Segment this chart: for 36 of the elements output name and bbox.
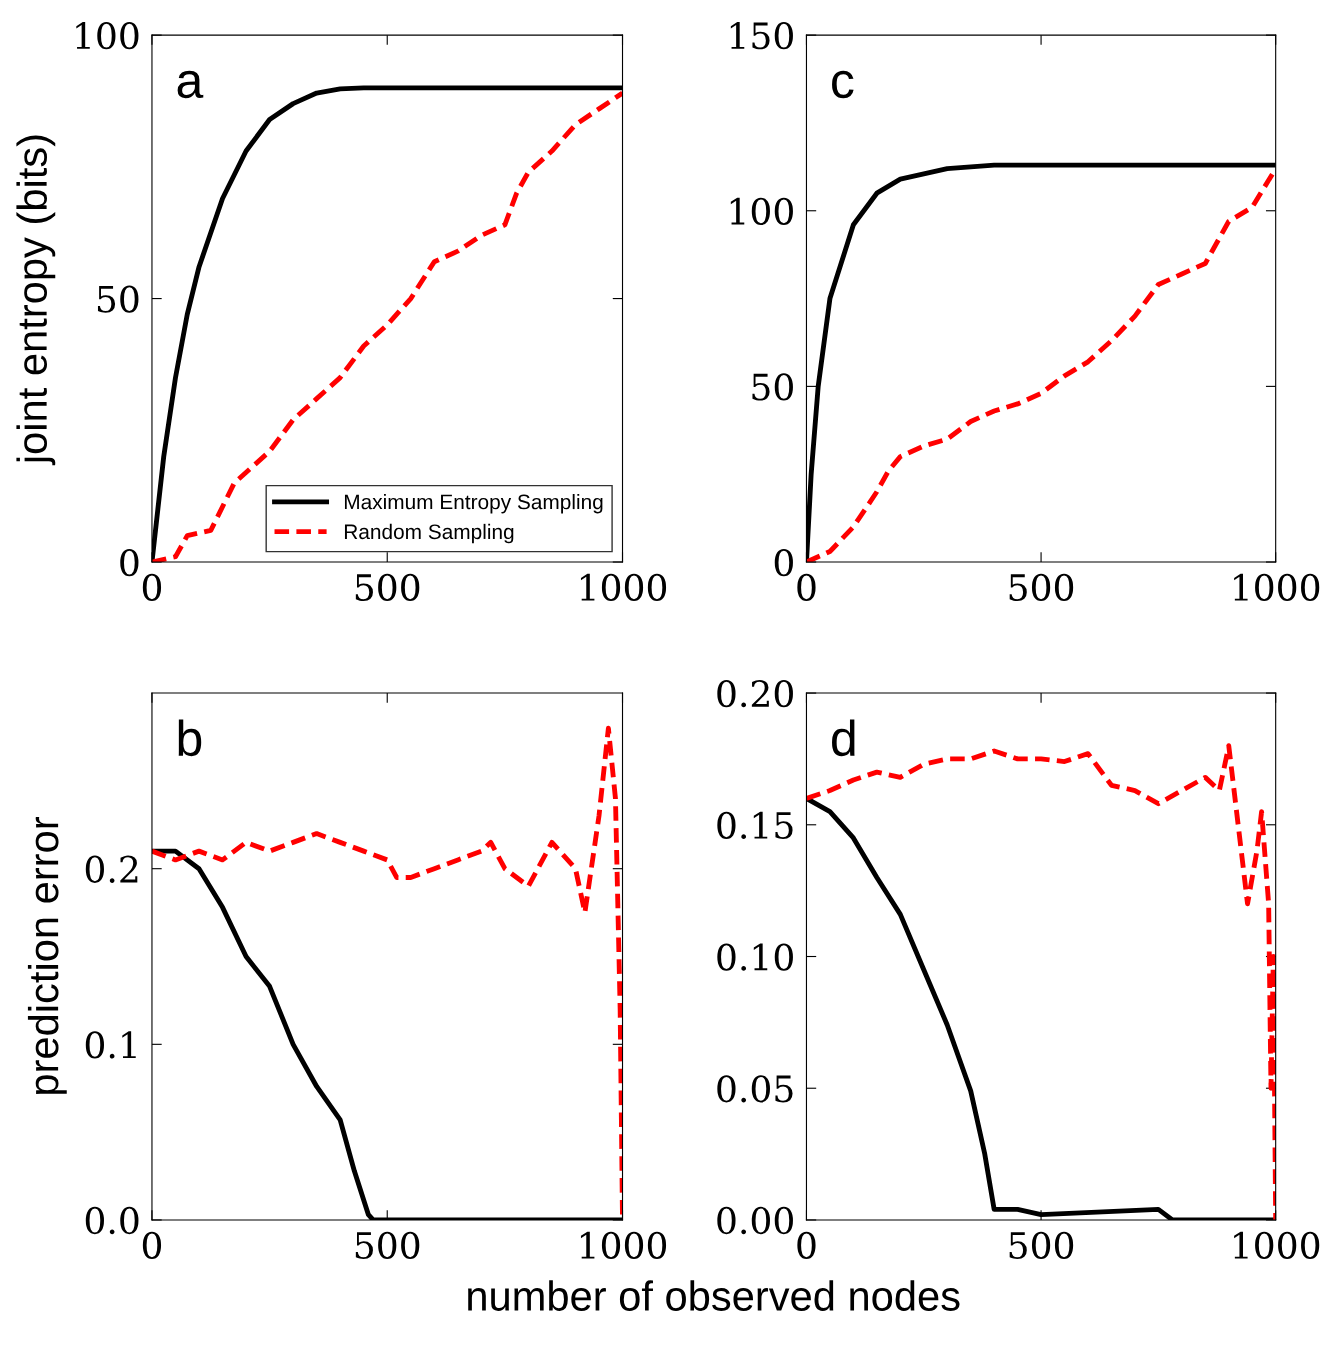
y-tick-label: 0.10 bbox=[717, 943, 793, 971]
x-tick-label: 1000 bbox=[580, 573, 667, 602]
annotation: b bbox=[178, 719, 202, 757]
y-tick-label: 150 bbox=[730, 22, 793, 50]
y-tick-label: 0.1 bbox=[85, 1031, 136, 1059]
x-tick-label: 500 bbox=[355, 1231, 420, 1260]
y-tick-label: 0 bbox=[774, 548, 793, 577]
x-tick-label: 500 bbox=[355, 573, 420, 602]
x-tick-label: 500 bbox=[1009, 573, 1074, 602]
y-axis-title: prediction error bbox=[27, 817, 67, 1094]
x-tick-label: 0 bbox=[142, 1231, 162, 1260]
legend-label: Maximum Entropy Sampling bbox=[344, 494, 603, 514]
y-tick-label: 50 bbox=[752, 373, 793, 401]
y-tick-label: 100 bbox=[730, 197, 793, 225]
annotation: a bbox=[177, 70, 204, 99]
x-tick-label: 0 bbox=[142, 573, 162, 602]
y-tick-label: 0.0 bbox=[85, 1206, 139, 1235]
x-tick-label: 1000 bbox=[580, 1231, 667, 1260]
y-tick-label: 0.2 bbox=[85, 855, 138, 883]
y-axis-title: joint entropy (bits) bbox=[16, 135, 56, 466]
y-tick-label: 0.15 bbox=[717, 811, 793, 840]
y-tick-label: 100 bbox=[76, 22, 139, 50]
legend-label: Random Sampling bbox=[344, 523, 514, 544]
y-tick-label: 0.00 bbox=[717, 1206, 793, 1235]
annotation: d bbox=[832, 719, 855, 757]
x-tick-label: 1000 bbox=[1234, 1231, 1320, 1260]
y-tick-label: 50 bbox=[97, 285, 139, 313]
y-tick-label: 0.20 bbox=[717, 679, 793, 708]
x-tick-label: 500 bbox=[1009, 1231, 1074, 1260]
y-tick-label: 0 bbox=[120, 548, 139, 577]
x-tick-label: 1000 bbox=[1234, 573, 1320, 602]
annotation: c bbox=[832, 70, 854, 99]
x-tick-label: 0 bbox=[797, 1231, 816, 1260]
x-tick-label: 0 bbox=[797, 573, 816, 602]
y-tick-label: 0.05 bbox=[717, 1075, 793, 1103]
x-axis-title: number of observed nodes bbox=[468, 1280, 960, 1311]
